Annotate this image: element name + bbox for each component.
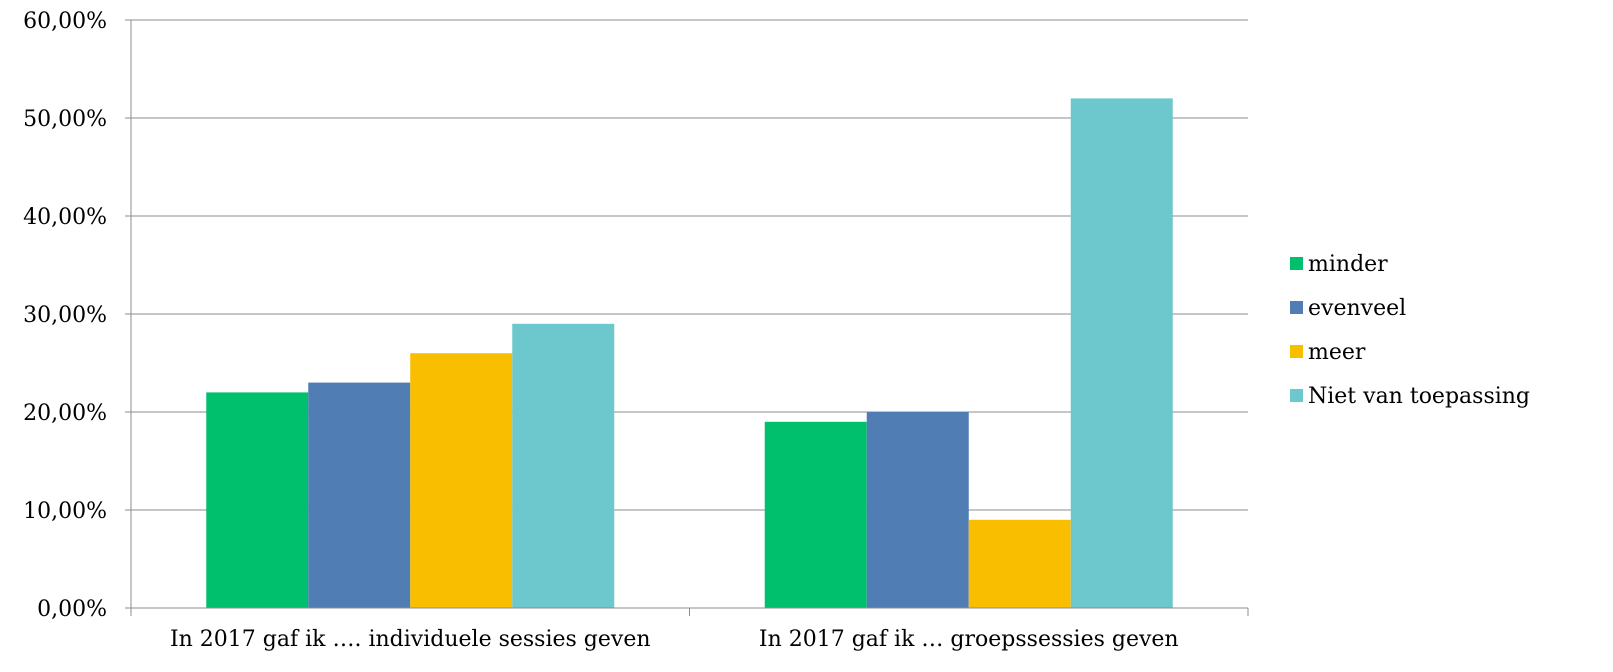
bars xyxy=(206,98,1173,609)
y-tick-label: 60,00% xyxy=(23,9,107,34)
legend-label: minder xyxy=(1308,252,1388,277)
x-category-label: In 2017 gaf ik … groepssessies geven xyxy=(759,627,1179,652)
legend-swatch xyxy=(1290,301,1303,314)
bar-evenveel-1 xyxy=(308,382,411,608)
legend-label: evenveel xyxy=(1308,296,1406,321)
legend-label: Niet van toepassing xyxy=(1308,384,1530,409)
bar-minder-2 xyxy=(764,421,867,608)
y-tick-label: 30,00% xyxy=(23,303,107,328)
bar-minder-1 xyxy=(206,392,309,608)
axes xyxy=(125,19,1249,616)
y-tick-label: 10,00% xyxy=(23,499,107,524)
legend-label: meer xyxy=(1308,340,1366,365)
bar-meer-2 xyxy=(968,519,1071,608)
y-tick-label: 40,00% xyxy=(23,205,107,230)
y-tick-label: 20,00% xyxy=(23,401,107,426)
y-axis-tick-labels: 0,00% 10,00% 20,00% 30,00% 40,00% 50,00% 60,00… xyxy=(23,9,107,622)
bar-evenveel-2 xyxy=(866,412,969,608)
bar-niet-van-toepassing-1 xyxy=(512,323,615,608)
legend-swatch xyxy=(1290,389,1303,402)
legend: minder evenveel meer Niet van toepassing xyxy=(1290,252,1530,409)
y-tick-label: 50,00% xyxy=(23,107,107,132)
x-axis-category-labels: In 2017 gaf ik …. individuele sessies ge… xyxy=(170,627,1179,652)
bar-niet-van-toepassing-2 xyxy=(1070,98,1173,609)
legend-swatch xyxy=(1290,257,1303,270)
x-category-label: In 2017 gaf ik …. individuele sessies ge… xyxy=(170,627,651,652)
legend-swatch xyxy=(1290,345,1303,358)
bar-meer-1 xyxy=(410,353,513,608)
y-tick-label: 0,00% xyxy=(37,597,107,622)
